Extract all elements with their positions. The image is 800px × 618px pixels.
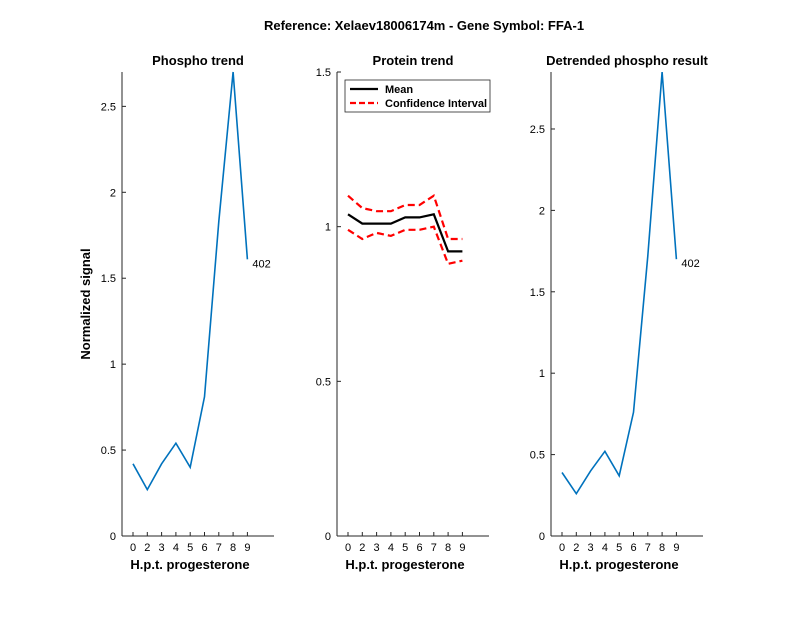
- detrended-xtick-label: 5: [616, 542, 622, 554]
- phospho-point-annotation: 402: [252, 258, 270, 270]
- phospho-ytick-label: 2: [110, 187, 116, 199]
- phospho-xtick-label: 7: [216, 542, 222, 554]
- detrended-point-annotation: 402: [681, 258, 699, 270]
- protein-ytick-label: 0.5: [316, 376, 331, 388]
- detrended-ytick-label: 2.5: [530, 124, 545, 136]
- phospho-xtick-label: 5: [187, 542, 193, 554]
- protein-series-2-line: [347, 225, 463, 266]
- protein-xtick-label: 4: [388, 542, 394, 554]
- phospho-ytick-label: 1.5: [101, 273, 116, 285]
- protein-mean-line: [347, 213, 463, 253]
- protein-xtick-label: 6: [416, 542, 422, 554]
- detrended-x-axis-label: H.p.t. progesterone: [559, 557, 678, 572]
- protein-confidence-interval-line: [347, 193, 463, 241]
- protein-xtick-label: 9: [459, 542, 465, 554]
- detrended-ytick-label: 2: [539, 205, 545, 217]
- phospho-xtick-label: 9: [244, 542, 250, 554]
- protein-xtick-label: 2: [359, 542, 365, 554]
- phospho-xtick-label: 3: [159, 542, 165, 554]
- legend-mean-label: Mean: [385, 84, 413, 96]
- phospho-ytick-label: 2.5: [101, 101, 116, 113]
- phospho-xtick-label: 0: [130, 542, 136, 554]
- phospho-y-axis-label: Normalized signal: [78, 248, 93, 359]
- detrended-xtick-label: 9: [673, 542, 679, 554]
- phospho-ytick-label: 1: [110, 359, 116, 371]
- detrended-xtick-label: 4: [602, 542, 608, 554]
- phospho-xtick-label: 4: [173, 542, 179, 554]
- detrended-ytick-label: 1.5: [530, 287, 545, 299]
- phospho-xtick-label: 8: [230, 542, 236, 554]
- detrended-ytick-label: 1: [539, 368, 545, 380]
- detrended-xtick-label: 2: [573, 542, 579, 554]
- protein-xtick-label: 3: [374, 542, 380, 554]
- phospho-xtick-label: 6: [201, 542, 207, 554]
- detrended-title: Detrended phospho result: [546, 53, 708, 68]
- protein-legend: Mean Confidence Interval: [344, 79, 491, 113]
- detrended-ytick-label: 0.5: [530, 450, 545, 462]
- detrended-xtick-label: 0: [559, 542, 565, 554]
- detrended-xtick-label: 8: [659, 542, 665, 554]
- protein-xtick-label: 0: [345, 542, 351, 554]
- phospho-title: Phospho trend: [152, 53, 244, 68]
- protein-title: Protein trend: [373, 53, 454, 68]
- detrended-xtick-label: 6: [630, 542, 636, 554]
- protein-xtick-label: 7: [431, 542, 437, 554]
- protein-ytick-label: 1: [325, 222, 331, 234]
- protein-x-axis-label: H.p.t. progesterone: [345, 557, 464, 572]
- protein-ytick-label: 1.5: [316, 67, 331, 79]
- phospho-x-axis-label: H.p.t. progesterone: [130, 557, 249, 572]
- phospho-ytick-label: 0.5: [101, 445, 116, 457]
- phospho-xtick-label: 2: [144, 542, 150, 554]
- protein-xtick-label: 5: [402, 542, 408, 554]
- detrended-xtick-label: 3: [588, 542, 594, 554]
- phospho-ytick-label: 0: [110, 531, 116, 543]
- phospho-series-0-line: [132, 71, 249, 492]
- detrended-ytick-label: 0: [539, 531, 545, 543]
- legend-confidence-interval-label: Confidence Interval: [385, 98, 487, 110]
- detrended-xtick-label: 7: [645, 542, 651, 554]
- figure-title: Reference: Xelaev18006174m - Gene Symbol…: [264, 18, 584, 33]
- legend-box: [344, 79, 491, 113]
- detrended-series-0-line: [561, 71, 678, 496]
- protein-ytick-label: 0: [325, 531, 331, 543]
- protein-xtick-label: 8: [445, 542, 451, 554]
